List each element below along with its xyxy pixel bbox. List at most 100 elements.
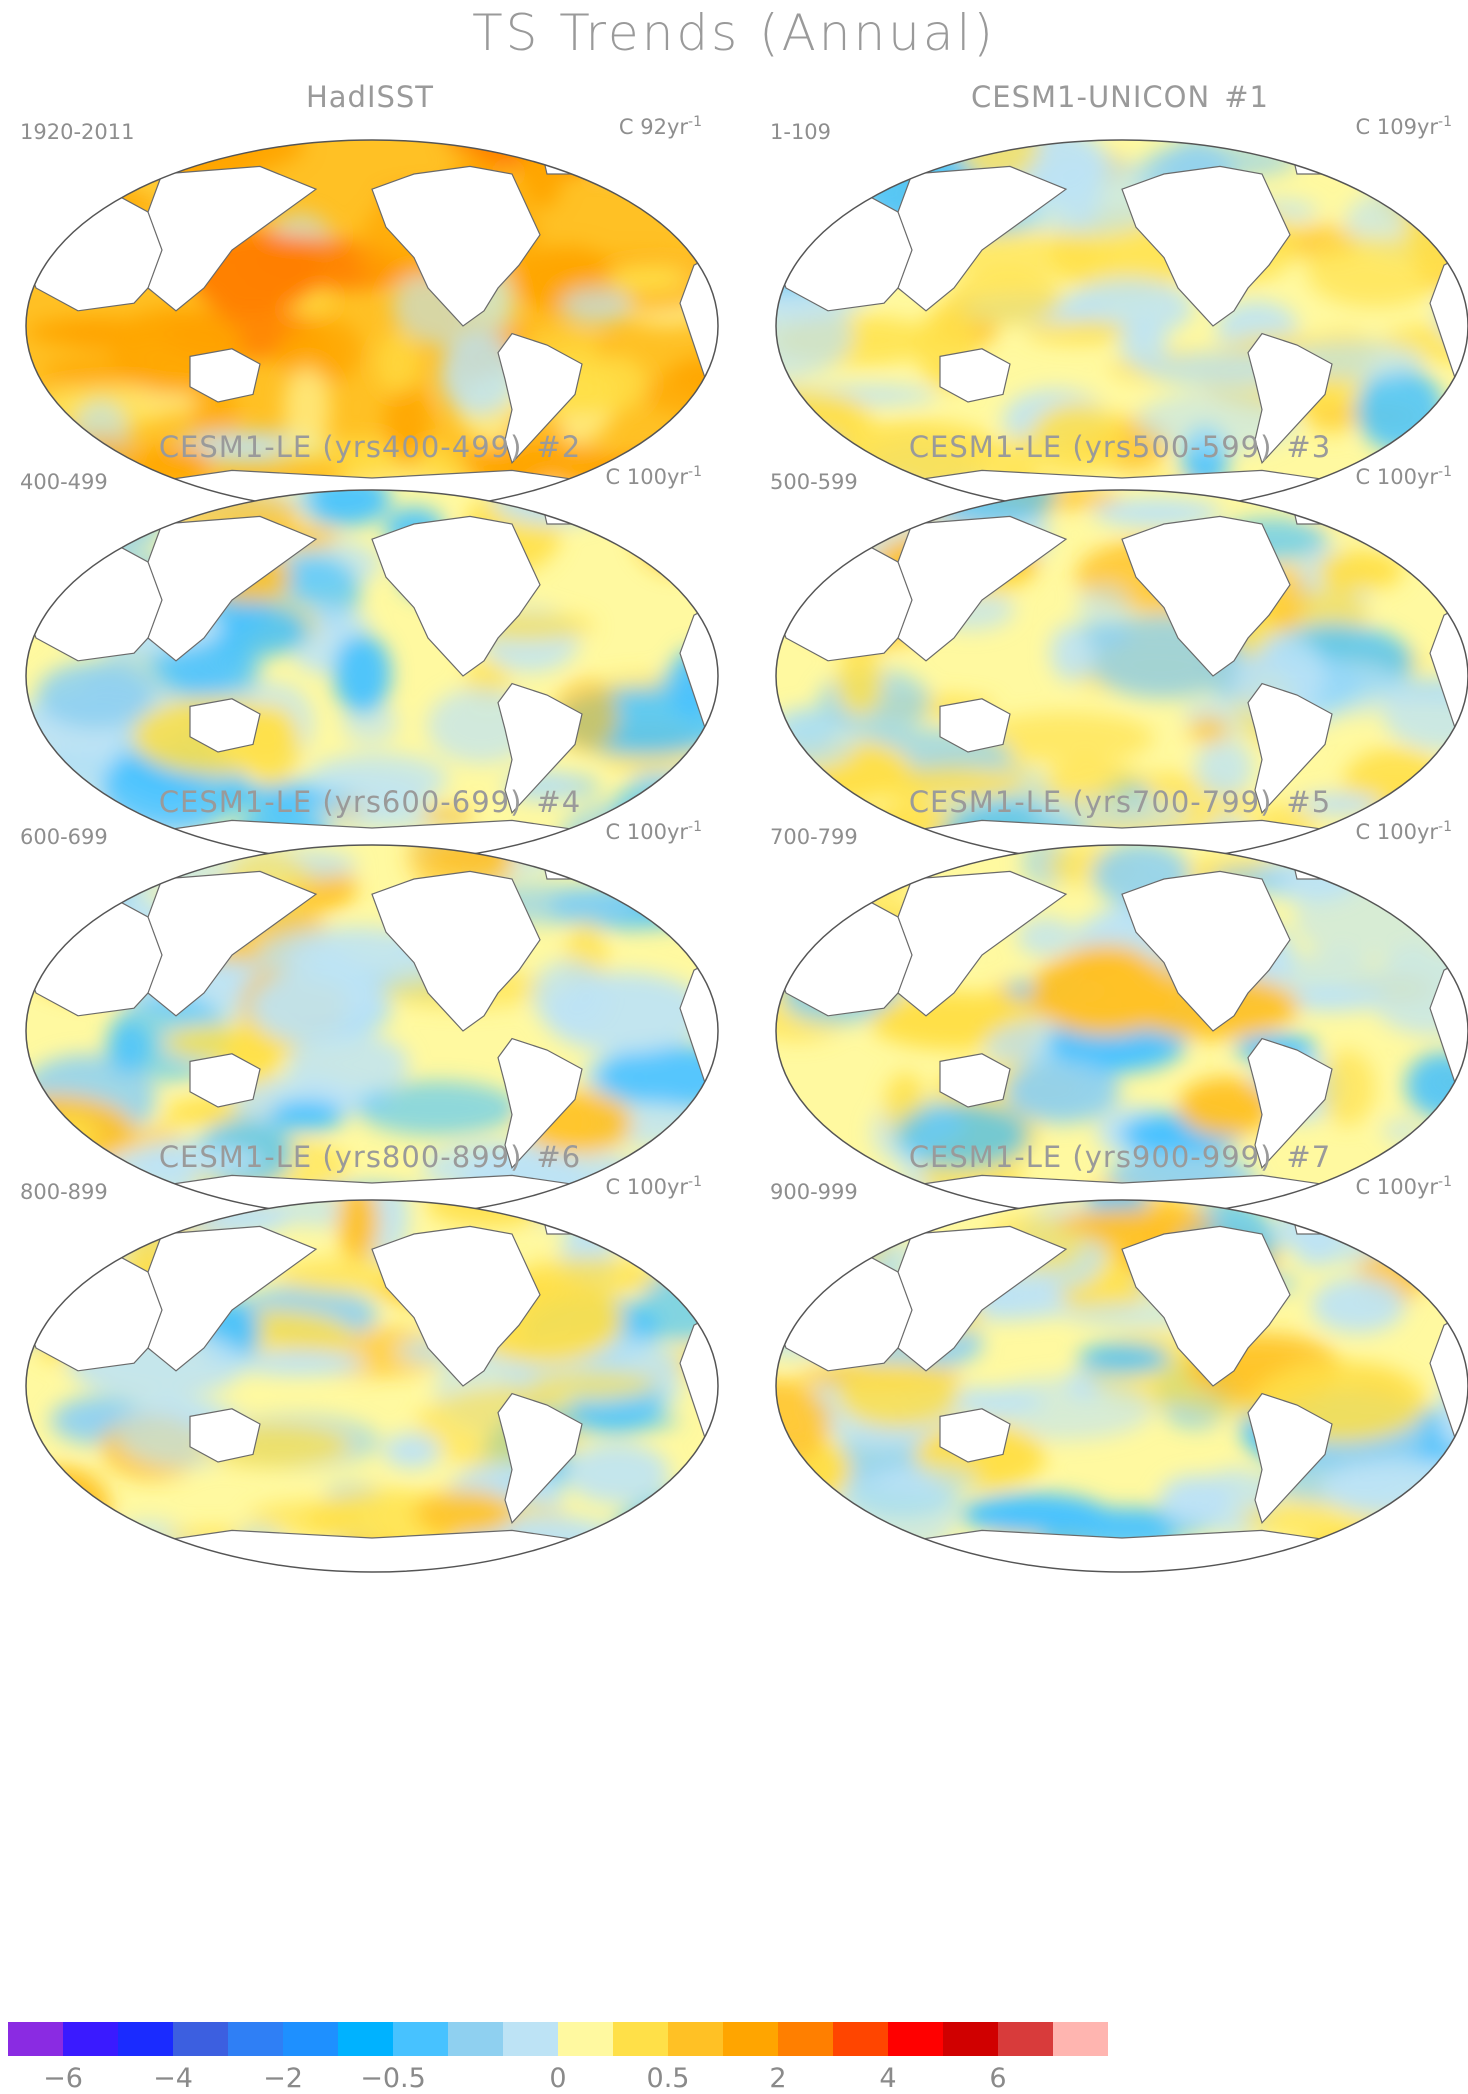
trend-contour-blob (798, 1196, 893, 1251)
panel-units-exponent: -1 (1438, 819, 1452, 835)
trend-contour-blob (596, 841, 722, 883)
trend-contour-blob (1311, 1277, 1405, 1333)
trend-contour-blob (333, 634, 391, 713)
panel-units-exponent: -1 (688, 114, 702, 130)
colorbar (8, 2022, 1108, 2058)
trend-contour-blob (1372, 136, 1421, 148)
colorbar-tick-label: 2 (769, 2063, 786, 2094)
trend-contour-blob (250, 969, 388, 1047)
panel-title-text: CESM1-LE (yrs900-999) (909, 1140, 1273, 1174)
map-canvas (22, 1196, 722, 1576)
trend-contour-blob (269, 1100, 344, 1131)
trend-contour-blob (27, 1211, 119, 1272)
panel-number: #7 (1286, 1140, 1331, 1174)
trend-contour-blob (1316, 551, 1404, 591)
trend-contour-blob (1300, 486, 1462, 527)
panel-title-text: CESM1-UNICON (971, 80, 1210, 114)
panel-title-text: CESM1-LE (yrs800-899) (159, 1140, 523, 1174)
continent-outline (540, 494, 596, 524)
panel-number: #5 (1286, 785, 1331, 819)
colorbar-swatch (723, 2022, 778, 2056)
trend-contour-blob (235, 1351, 364, 1376)
continent-outline (1290, 494, 1346, 524)
trend-contour-blob (51, 136, 118, 176)
continent-outline (1290, 144, 1346, 174)
trend-contour-blob (1189, 715, 1230, 744)
trend-contour-blob (772, 1196, 898, 1233)
trend-contour-blob (528, 1370, 658, 1398)
colorbar-swatch (998, 2022, 1053, 2056)
panel-title: CESM1-UNICON #1 (770, 80, 1468, 114)
trend-contour-blob (1350, 486, 1468, 544)
colorbar-swatch (778, 2022, 833, 2056)
trend-contour-blob (634, 488, 720, 573)
trend-contour-blob (1400, 161, 1441, 227)
trend-contour-blob (1353, 136, 1423, 174)
trend-contour-blob (1307, 236, 1445, 307)
panel-title-text: CESM1-LE (yrs600-699) (159, 785, 523, 819)
colorbar-swatch (393, 2022, 448, 2056)
colorbar-swatch (668, 2022, 723, 2056)
panel-units-exponent: -1 (1438, 114, 1452, 130)
panel-title-text: CESM1-LE (yrs400-499) (159, 430, 523, 464)
trend-contour-blob (577, 1196, 667, 1226)
trend-contour-blob (61, 1536, 144, 1576)
trend-contour-blob (1384, 841, 1452, 887)
trend-contour-blob (1380, 163, 1468, 190)
trend-contour-blob (582, 136, 722, 175)
colorbar-tick-label: −2 (263, 2063, 303, 2094)
continent-outline (540, 849, 596, 879)
trend-contour-blob (1057, 160, 1102, 228)
trend-contour-blob (1364, 841, 1468, 896)
trend-contour-blob (772, 858, 913, 895)
trend-contour-blob (106, 1021, 151, 1073)
panel-title-text: CESM1-LE (yrs700-799) (909, 785, 1273, 819)
panel-number: #1 (1224, 80, 1269, 114)
trend-contour-blob (525, 1199, 680, 1228)
trend-contour-blob (1078, 1343, 1170, 1374)
trend-contour-blob (577, 1196, 638, 1238)
panel-title: CESM1-LE (yrs800-899)#6 (20, 1140, 720, 1174)
trend-contour-blob (783, 1196, 830, 1224)
colorbar-swatch (8, 2022, 63, 2056)
map-canvas (772, 1196, 1468, 1576)
trend-contour-blob (86, 1196, 219, 1226)
trend-contour-blob (948, 270, 1063, 325)
trend-contour-blob (605, 266, 685, 289)
colorbar-swatch (173, 2022, 228, 2056)
trend-contour-blob (1407, 847, 1468, 885)
panel-units-exponent: -1 (688, 819, 702, 835)
panel-units-exponent: -1 (688, 1174, 702, 1190)
trend-contour-blob (961, 1493, 1108, 1535)
colorbar-tick-label: 0 (549, 2063, 566, 2094)
trend-contour-blob (88, 841, 164, 882)
panel-units-exponent: -1 (688, 464, 702, 480)
trend-contour-blob (560, 287, 631, 324)
panel-number: #3 (1286, 430, 1331, 464)
trend-contour-blob (662, 1518, 714, 1576)
colorbar-swatch (63, 2022, 118, 2056)
panel-title: CESM1-LE (yrs700-799) #5 (770, 785, 1468, 819)
panel-title-text: HadISST (306, 80, 434, 114)
trend-contour-blob (584, 136, 671, 176)
trend-contour-blob (579, 1196, 650, 1239)
trend-contour-blob (26, 317, 172, 347)
panel-title: HadISST (20, 80, 720, 114)
panel-title: CESM1-LE (yrs400-499) #2 (20, 430, 720, 464)
figure-title: TS Trends (Annual) (0, 4, 1468, 62)
colorbar-swatch (118, 2022, 173, 2056)
panel-number: #2 (536, 430, 581, 464)
trend-contour-blob (772, 1196, 855, 1231)
trend-contour-blob (1004, 1060, 1120, 1124)
colorbar-swatch (448, 2022, 503, 2056)
trend-contour-blob (772, 895, 825, 941)
continent-outline (540, 1204, 596, 1234)
trend-contour-blob (376, 332, 421, 394)
continent-outline (1290, 1204, 1346, 1234)
trend-contour-blob (384, 1433, 441, 1468)
trend-contour-blob (665, 1502, 722, 1548)
colorbar-swatch (228, 2022, 283, 2056)
colorbar-swatch (1053, 2022, 1108, 2056)
